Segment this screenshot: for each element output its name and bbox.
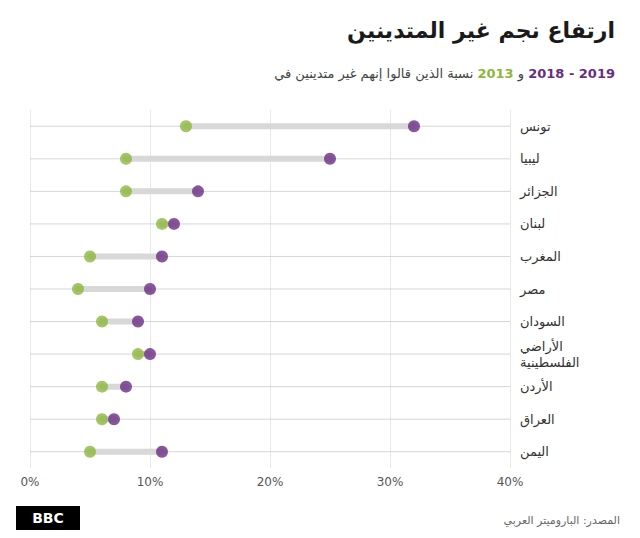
svg-text:الجزائر: الجزائر — [519, 184, 558, 200]
svg-text:ليبيا: ليبيا — [520, 151, 540, 166]
svg-text:و: و — [514, 66, 529, 82]
svg-text:10%: 10% — [137, 475, 164, 489]
svg-text:2013: 2013 — [477, 66, 513, 81]
svg-text:مصر: مصر — [519, 282, 545, 298]
svg-text:BBC: BBC — [32, 510, 64, 526]
svg-text:المصدر: الباروميتر العربي: المصدر: الباروميتر العربي — [504, 514, 620, 527]
svg-text:30%: 30% — [377, 475, 404, 489]
svg-text:نسبة الذين قالوا إنهم غير متدي: نسبة الذين قالوا إنهم غير متدينين في — [274, 66, 477, 82]
svg-text:0%: 0% — [20, 475, 39, 489]
svg-text:الفلسطينية: الفلسطينية — [520, 355, 579, 370]
svg-text:المغرب: المغرب — [520, 249, 561, 265]
svg-text:السودان: السودان — [520, 314, 565, 330]
svg-text:ارتفاع نجم غير المتدينين: ارتفاع نجم غير المتدينين — [347, 18, 615, 44]
svg-text:40%: 40% — [497, 475, 524, 489]
svg-text:لبنان: لبنان — [520, 216, 545, 231]
svg-text:تونس: تونس — [520, 119, 551, 135]
svg-text:الأردن: الأردن — [520, 378, 553, 395]
svg-text:2018 - 2019: 2018 - 2019 — [528, 66, 615, 81]
svg-text:الأراضي: الأراضي — [520, 338, 563, 355]
svg-text:20%: 20% — [257, 475, 284, 489]
svg-text:اليمن: اليمن — [520, 444, 549, 460]
svg-text:العراق: العراق — [520, 412, 555, 428]
